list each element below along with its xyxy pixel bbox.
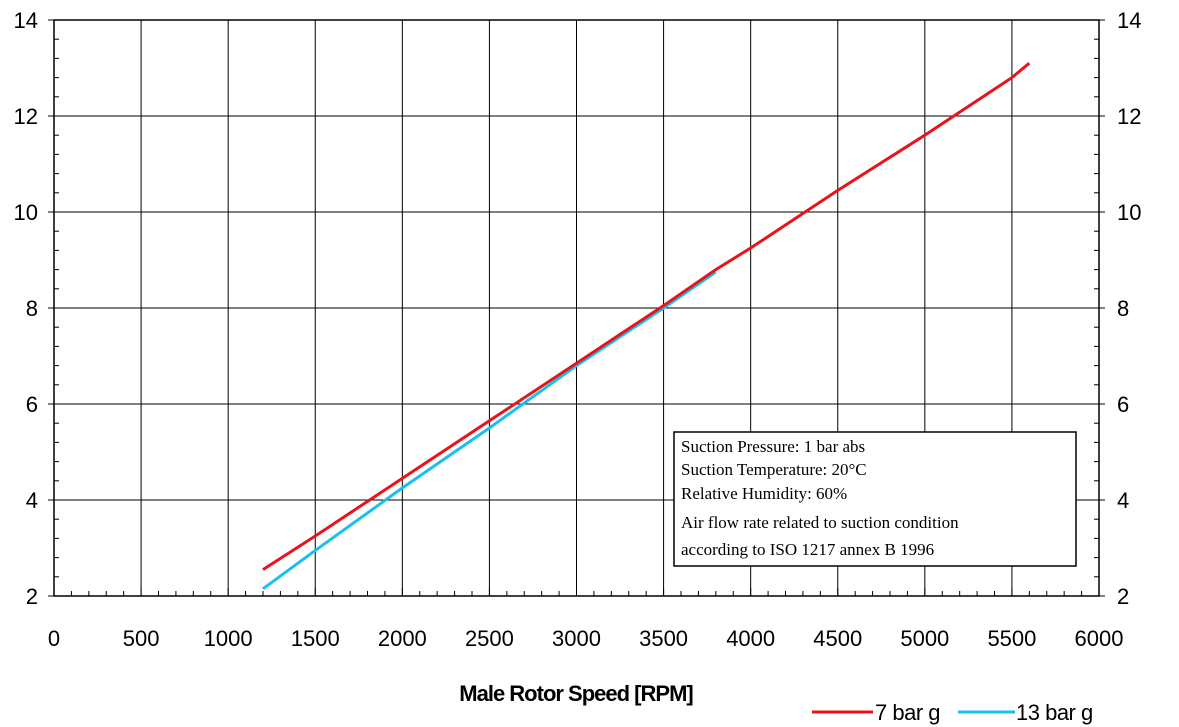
minor-ticks xyxy=(54,38,1099,596)
y-tick-label-left: 12 xyxy=(14,104,38,129)
y-tick-label-left: 10 xyxy=(14,200,38,225)
annotation-line: Air flow rate related to suction conditi… xyxy=(681,513,959,532)
y-tick-label-left: 6 xyxy=(26,392,38,417)
y-tick-label-right: 10 xyxy=(1117,200,1141,225)
legend: 7 bar g 13 bar g xyxy=(812,700,1093,725)
x-tick-label: 3500 xyxy=(639,626,688,651)
annotation-line: Suction Pressure: 1 bar abs xyxy=(681,437,865,456)
annotation-line: according to ISO 1217 annex B 1996 xyxy=(681,540,934,559)
x-tick-label: 1000 xyxy=(204,626,253,651)
x-tick-label: 2000 xyxy=(378,626,427,651)
y-tick-label-right: 12 xyxy=(1117,104,1141,129)
y-tick-label-left: 2 xyxy=(26,584,38,609)
series-line-7-bar-g xyxy=(262,62,1031,571)
legend-label-7bar: 7 bar g xyxy=(875,700,940,725)
y-tick-label-right: 6 xyxy=(1117,392,1129,417)
y-tick-label-right: 2 xyxy=(1117,584,1129,609)
annotation-line: Relative Humidity: 60% xyxy=(681,484,847,503)
x-tick-label: 1500 xyxy=(291,626,340,651)
x-axis-label: Male Rotor Speed [RPM] xyxy=(459,681,693,706)
x-tick-label: 0 xyxy=(48,626,60,651)
x-tick-label: 2500 xyxy=(465,626,514,651)
x-axis: 0 500 1000 1500 2000 2500 3000 3500 4000 4500 5000… xyxy=(48,588,1124,651)
x-tick-label: 6000 xyxy=(1075,626,1124,651)
annotation-frame xyxy=(673,431,1077,567)
legend-label-13bar: 13 bar g xyxy=(1016,700,1093,725)
series-line-13-bar-g xyxy=(262,270,717,591)
series-layer xyxy=(262,62,1031,591)
x-tick-label: 3000 xyxy=(552,626,601,651)
y-tick-label-right: 14 xyxy=(1117,8,1141,33)
y-axis-left: 2 4 6 8 10 12 14 xyxy=(14,8,54,609)
x-tick-label: 4500 xyxy=(813,626,862,651)
x-tick-label: 5500 xyxy=(987,626,1036,651)
annotation-box: Suction Pressure: 1 bar abs Suction Temp… xyxy=(673,431,1077,567)
x-tick-label: 500 xyxy=(123,626,160,651)
y-axis-right: 2 4 6 8 10 12 14 xyxy=(1099,8,1141,609)
x-tick-label: 5000 xyxy=(900,626,949,651)
x-tick-label: 4000 xyxy=(726,626,775,651)
y-tick-label-left: 4 xyxy=(26,488,38,513)
y-tick-label-right: 8 xyxy=(1117,296,1129,321)
y-tick-label-left: 14 xyxy=(14,8,38,33)
y-tick-label-left: 8 xyxy=(26,296,38,321)
y-tick-label-right: 4 xyxy=(1117,488,1129,513)
annotation-line: Suction Temperature: 20°C xyxy=(681,460,867,479)
